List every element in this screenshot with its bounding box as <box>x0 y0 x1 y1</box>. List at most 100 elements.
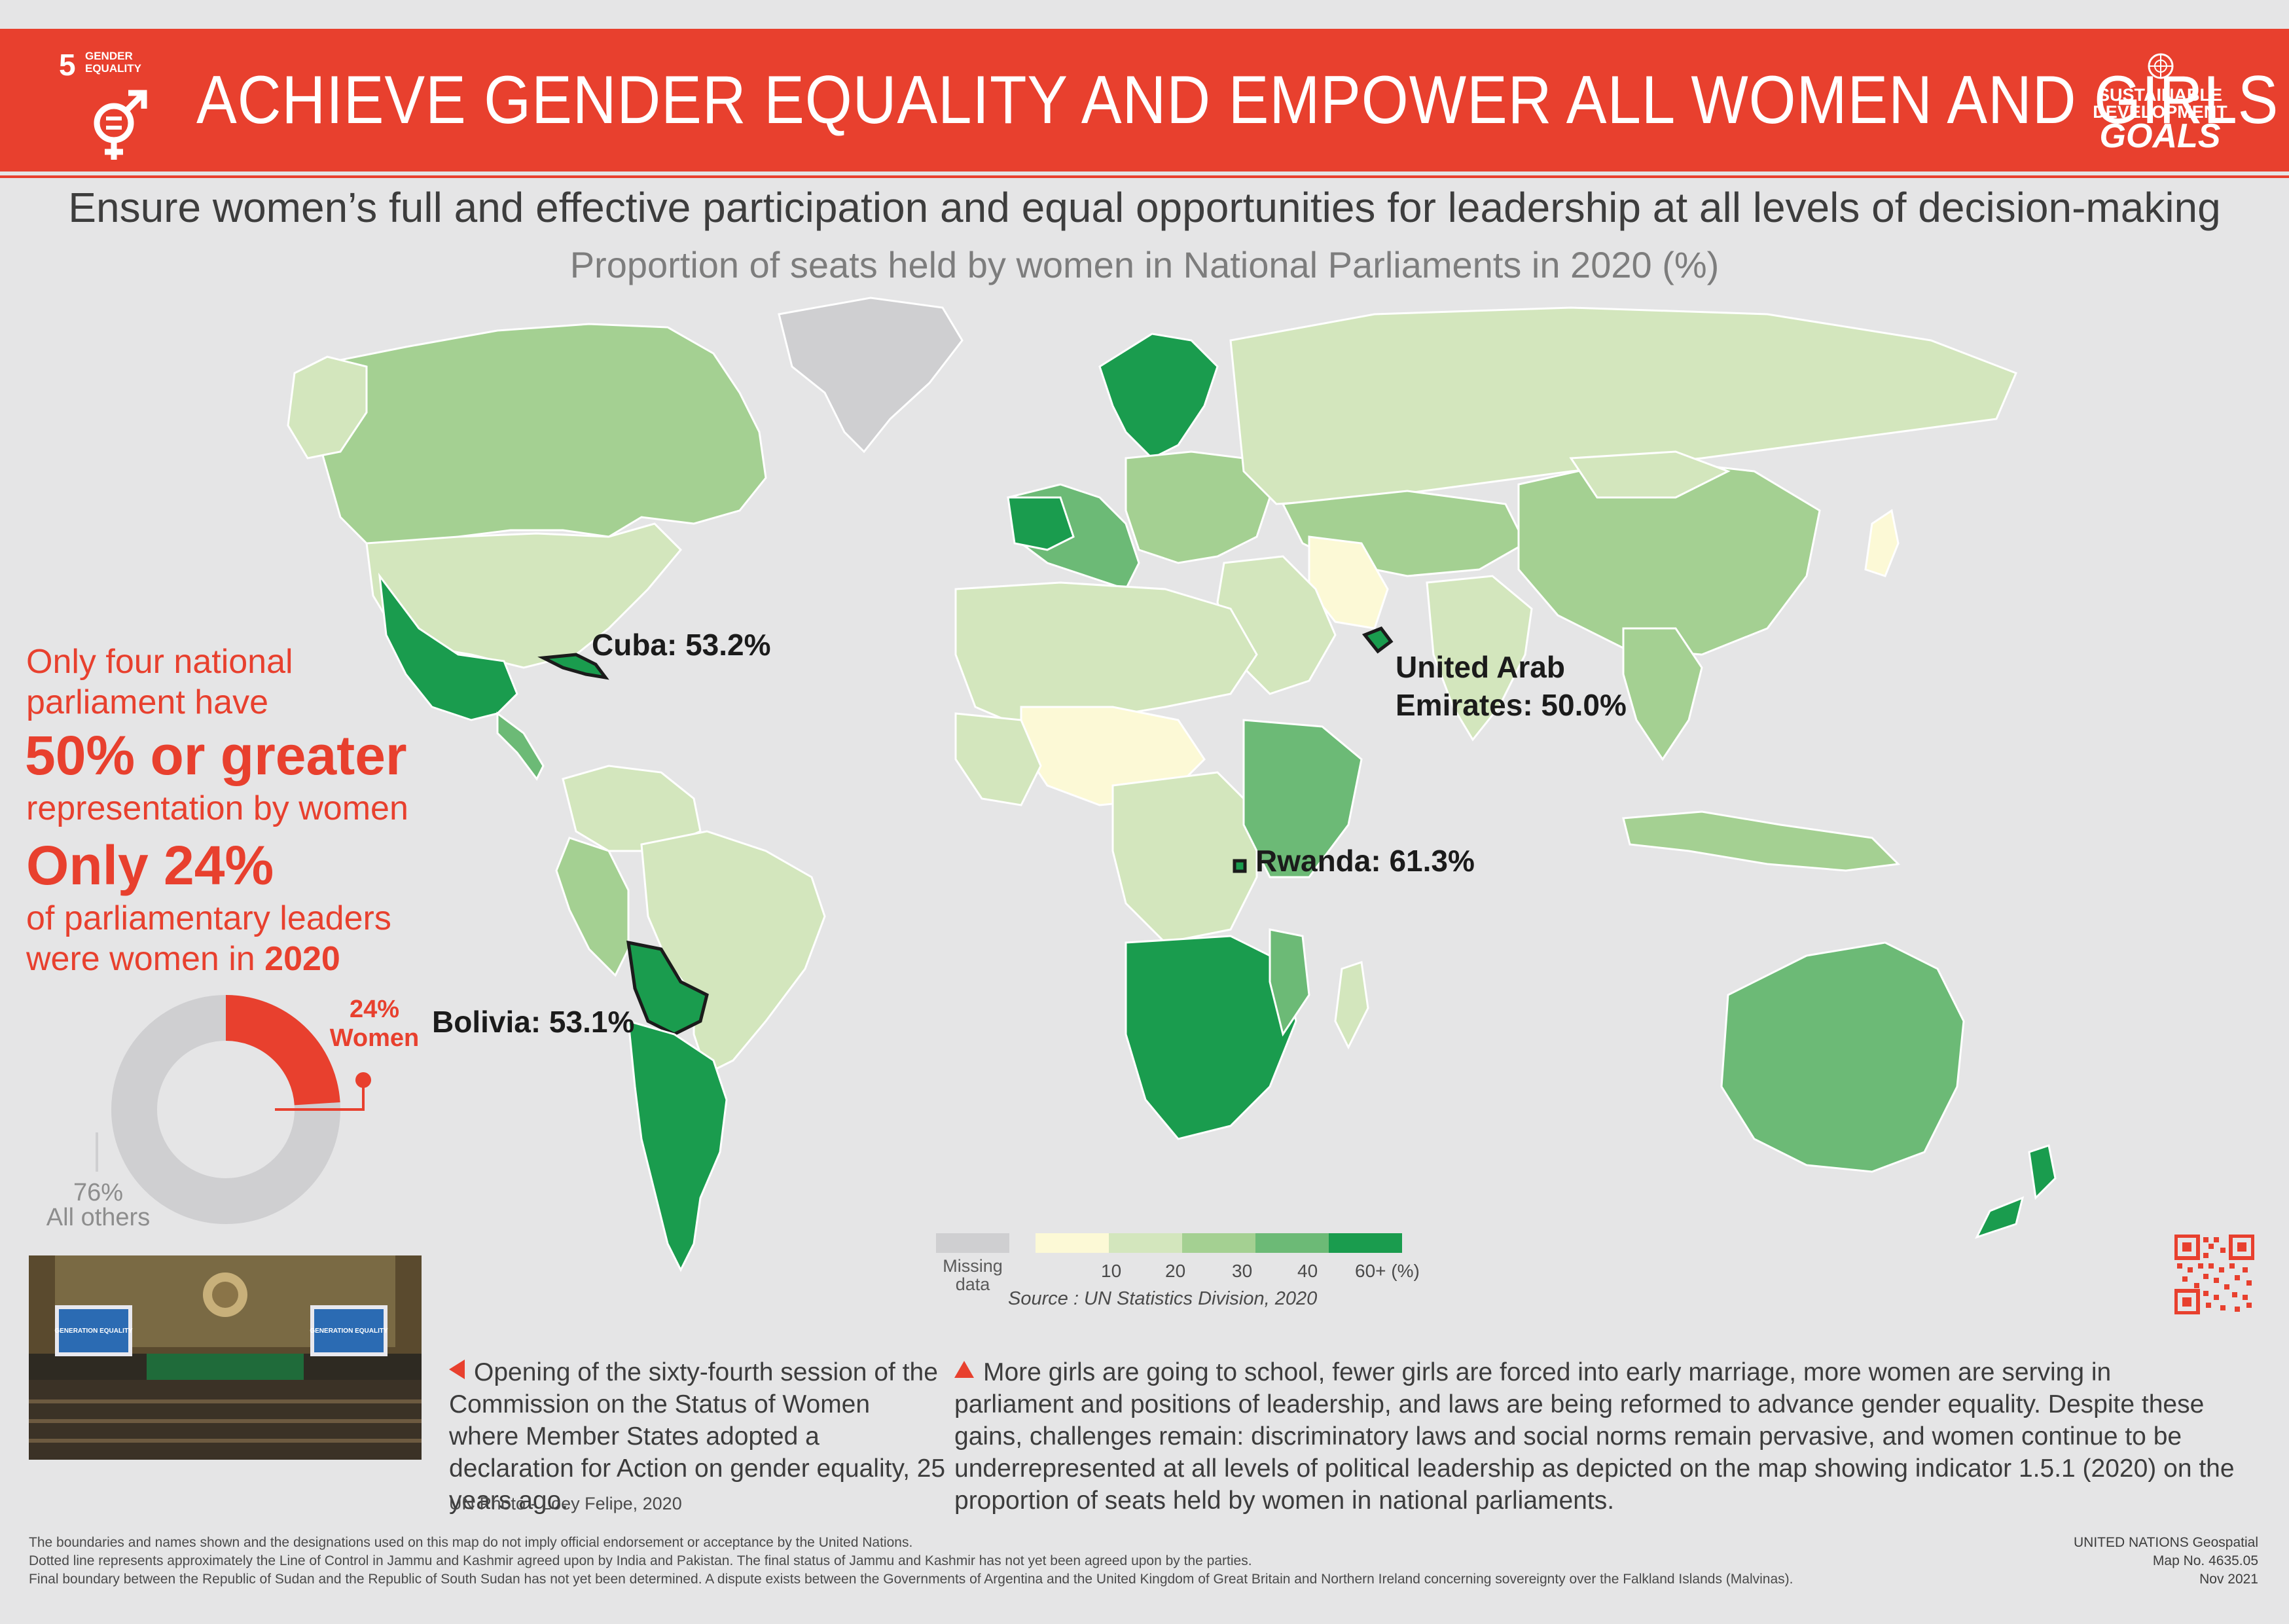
legend-label-60: 60+ (%) <box>1355 1261 1420 1281</box>
callout-cuba: Cuba: 53.2% <box>592 628 771 662</box>
donut-women-label: Women <box>329 1024 420 1052</box>
stat-big2: Only 24% <box>26 835 274 896</box>
legend-label-30: 30 <box>1232 1261 1253 1281</box>
map-org: UNITED NATIONS Geospatial <box>2073 1535 2258 1550</box>
region-new-zealand <box>1975 1144 2057 1239</box>
goal-number: 5 <box>59 48 76 82</box>
header-banner: 5 GENDER EQUALITY ACHIEVE GENDER EQUALIT… <box>0 29 2289 171</box>
region-alaska <box>287 355 368 460</box>
stat-line1: Only four national <box>26 643 293 681</box>
map-number: Map No. 4635.05 <box>2152 1553 2258 1568</box>
sdg-logo: SUSTAINABLE DEVELOPMENT GOALS <box>2088 51 2232 153</box>
photo-screen-text-right: GENERATION EQUALITY <box>310 1327 388 1335</box>
sdg-logo-line1: SUSTAINABLE <box>2097 85 2222 105</box>
disclaimer-line3: Final boundary between the Republic of S… <box>29 1572 1793 1587</box>
region-indonesia <box>1622 810 1901 872</box>
legend-swatch-1 <box>1036 1233 1109 1253</box>
legend-swatch-3 <box>1182 1233 1255 1253</box>
region-rwanda <box>1233 859 1247 873</box>
legend-missing-label: Missing data <box>936 1257 1009 1293</box>
caption-arrow-left-icon <box>449 1360 465 1379</box>
stat-line2: parliament have <box>26 683 268 721</box>
donut-others-label: All others <box>46 1204 151 1231</box>
region-south-america-north <box>562 765 702 852</box>
region-mozambique <box>1269 928 1310 1037</box>
callout-uae-line2: Emirates: 50.0% <box>1396 688 1627 722</box>
region-southern-africa <box>1125 935 1297 1140</box>
legend-swatch-4 <box>1255 1233 1329 1253</box>
legend-label-10: 10 <box>1101 1261 1122 1281</box>
stat-line5-year: 2020 <box>264 940 340 978</box>
region-bolivia <box>626 940 709 1036</box>
stat-line5: were women in 2020 <box>26 939 484 979</box>
map-title: Proportion of seats held by women in Nat… <box>569 244 1720 285</box>
qr-code-icon <box>2174 1235 2254 1314</box>
region-canada <box>306 323 767 548</box>
legend-label-40: 40 <box>1297 1261 1318 1281</box>
map-date: Nov 2021 <box>2199 1572 2258 1587</box>
stat-big1: 50% or greater <box>25 725 407 786</box>
goal-badge: 5 GENDER EQUALITY <box>59 43 164 160</box>
disclaimer-line1: The boundaries and names shown and the d… <box>29 1535 913 1550</box>
region-west-africa <box>954 712 1042 806</box>
sdg-logo-goals: GOALS <box>2099 117 2221 155</box>
photo-caption: Opening of the sixty-fourth session of t… <box>449 1356 946 1517</box>
region-greenland <box>778 297 964 454</box>
callout-uae: United Arab Emirates: 50.0% <box>1396 648 1627 724</box>
body-text-content: More girls are going to school, fewer gi… <box>954 1358 2235 1515</box>
legend-swatch-2 <box>1109 1233 1182 1253</box>
region-central-africa <box>1111 771 1258 944</box>
callout-rwanda: Rwanda: 61.3% <box>1255 844 1475 878</box>
legend-swatch-missing <box>936 1233 1009 1253</box>
callout-bolivia: Bolivia: 53.1% <box>432 1005 635 1039</box>
legend-label-20: 20 <box>1165 1261 1186 1281</box>
region-southeast-asia <box>1622 627 1703 761</box>
map-metadata: UNITED NATIONS Geospatial Map No. 4635.0… <box>1990 1534 2258 1589</box>
region-madagascar <box>1334 961 1369 1050</box>
region-peru <box>555 837 630 977</box>
donut-labels: 24% Women 76% All others <box>39 995 445 1231</box>
region-mongolia <box>1569 450 1731 499</box>
stat-line5-prefix: were women in <box>26 940 265 978</box>
photo-caption-text: Opening of the sixty-fourth session of t… <box>449 1358 946 1515</box>
region-southern-cone <box>627 1019 728 1272</box>
region-india <box>1426 575 1533 742</box>
goal-label-line2: EQUALITY <box>85 62 141 75</box>
photo-credit: UN Photo - Loey Felipe, 2020 <box>449 1494 682 1513</box>
goal-label-line1: GENDER <box>85 50 133 62</box>
legend-source: Source : UN Statistics Division, 2020 <box>1008 1288 1318 1309</box>
region-iberia <box>1007 496 1075 551</box>
donut-women-pct: 24% <box>349 996 400 1023</box>
donut-women-arc <box>225 995 340 1106</box>
legend-missing-line1: Missing <box>943 1256 1003 1276</box>
donut-women-leader-dot <box>355 1072 371 1088</box>
stats-panel: Only four national parliament have 50% o… <box>25 641 484 979</box>
callout-uae-line1: United Arab <box>1396 650 1565 684</box>
region-africa-north <box>954 581 1258 728</box>
photo-screen-text-left: GENERATION EQUALITY <box>54 1327 133 1335</box>
donut-others-pct: 76% <box>73 1179 124 1206</box>
disclaimer-line2: Dotted line represents approximately the… <box>29 1553 1252 1568</box>
sdg-logo-line2: DEVELOPMENT <box>2093 102 2227 122</box>
body-arrow-up-icon <box>954 1361 974 1378</box>
region-australia <box>1720 941 1965 1173</box>
gender-equality-icon <box>94 90 147 160</box>
legend-swatch-5 <box>1329 1233 1402 1253</box>
stat-line4: of parliamentary leaders <box>26 899 391 937</box>
region-scandinavia <box>1098 333 1219 460</box>
region-europe-east <box>1125 450 1271 564</box>
region-cuba <box>537 653 609 680</box>
region-japan <box>1864 509 1900 577</box>
map-legend: Missing data 10 20 30 40 60+ (%) Source … <box>936 1231 1460 1316</box>
women-share-donut <box>96 995 371 1224</box>
un-emblem-icon <box>2148 53 2174 79</box>
donut-women-leader <box>275 1080 365 1111</box>
body-text: More girls are going to school, fewer gi… <box>954 1356 2237 1517</box>
legend-missing-line2: data <box>955 1274 990 1294</box>
page-subtitle: Ensure women’s full and effective partic… <box>68 184 2221 231</box>
region-east-africa <box>1242 719 1363 878</box>
header-divider <box>0 175 2289 178</box>
stat-line3: representation by women <box>26 789 408 827</box>
region-central-america <box>496 712 545 781</box>
